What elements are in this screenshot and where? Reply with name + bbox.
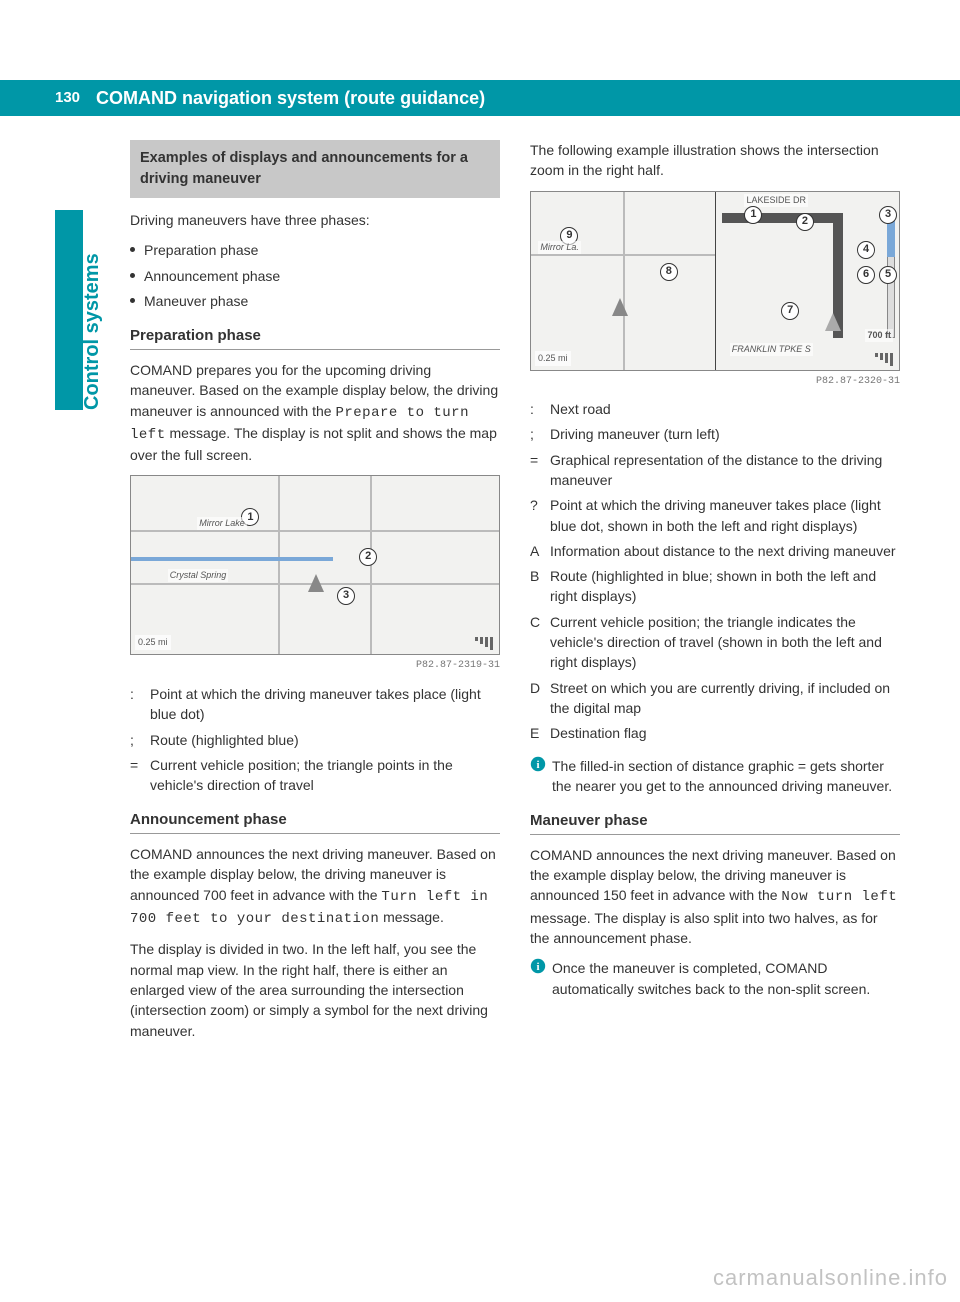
signal-bars-icon <box>875 353 893 366</box>
info-note-2: i Once the maneuver is completed, COMAND… <box>530 958 900 999</box>
fig2-road-bottom: FRANKLIN TPKE S <box>730 343 813 356</box>
fig1-scale: 0.25 mi <box>135 635 171 650</box>
callout-text: Point at which the driving maneuver take… <box>150 684 500 725</box>
fig1-caption: P82.87-2319-31 <box>130 659 500 674</box>
callout-num: : <box>530 399 550 419</box>
callout-item: ?Point at which the driving maneuver tak… <box>530 495 900 536</box>
column-right: The following example illustration shows… <box>530 140 900 1242</box>
header-bar: 130 COMAND navigation system (route guid… <box>0 80 960 116</box>
fig1-callout-list: :Point at which the driving maneuver tak… <box>130 684 500 795</box>
callout-text: Graphical representation of the distance… <box>550 450 900 491</box>
callout-item: =Graphical representation of the distanc… <box>530 450 900 491</box>
col2-intro: The following example illustration shows… <box>530 140 900 181</box>
signal-bars-icon <box>475 637 493 650</box>
fig2-scale: 0.25 mi <box>535 351 571 366</box>
phase-bullet: Maneuver phase <box>130 291 500 311</box>
rule <box>530 834 900 835</box>
callout-num: ; <box>130 730 150 750</box>
announce-p1-after: message. <box>379 909 444 925</box>
callout-num: : <box>130 684 150 725</box>
intro-line: Driving maneuvers have three phases: <box>130 210 500 230</box>
callout-num: ? <box>530 495 550 536</box>
prep-heading: Preparation phase <box>130 325 500 347</box>
callout-item: :Point at which the driving maneuver tak… <box>130 684 500 725</box>
maneuver-after: message. The display is also split into … <box>530 910 878 946</box>
fig2-callout-list: :Next road ;Driving maneuver (turn left)… <box>530 399 900 743</box>
phase-bullet-list: Preparation phase Announcement phase Man… <box>130 240 500 311</box>
callout-num: = <box>130 755 150 796</box>
column-left: Examples of displays and announcements f… <box>130 140 500 1242</box>
section-title-box: Examples of displays and announcements f… <box>130 140 500 198</box>
callout-text: Route (highlighted in blue; shown in bot… <box>550 566 900 607</box>
announce-p1: COMAND announces the next driving maneuv… <box>130 844 500 929</box>
callout-text: Current vehicle position; the triangle p… <box>150 755 500 796</box>
callout-item: :Next road <box>530 399 900 419</box>
callout-item: CCurrent vehicle position; the triangle … <box>530 612 900 673</box>
page-number: 130 <box>0 87 88 109</box>
fig2-dist: 700 ft <box>865 329 893 342</box>
callout-text: Point at which the driving maneuver take… <box>550 495 900 536</box>
announce-p2: The display is divided in two. In the le… <box>130 939 500 1040</box>
callout-text: Current vehicle position; the triangle i… <box>550 612 900 673</box>
fig2-road-top: LAKESIDE DR <box>744 194 808 207</box>
callout-item: BRoute (highlighted in blue; shown in bo… <box>530 566 900 607</box>
callout-num: B <box>530 566 550 607</box>
callout-item: EDestination flag <box>530 723 900 743</box>
maneuver-mono: Now turn left <box>781 889 897 905</box>
info-icon: i <box>530 958 552 976</box>
callout-item: DStreet on which you are currently drivi… <box>530 678 900 719</box>
info-item: i The filled-in section of distance grap… <box>530 756 900 797</box>
callout-text: Information about distance to the next d… <box>550 541 900 561</box>
callout-num: ; <box>530 424 550 444</box>
info-text: Once the maneuver is completed, COMAND a… <box>552 958 900 999</box>
callout-num: = <box>530 450 550 491</box>
maneuver-paragraph: COMAND announces the next driving maneuv… <box>530 845 900 948</box>
info-icon: i <box>530 756 552 774</box>
callout-num: E <box>530 723 550 743</box>
callout-item: ;Route (highlighted blue) <box>130 730 500 750</box>
side-label: Control systems <box>78 253 107 410</box>
callout-item: =Current vehicle position; the triangle … <box>130 755 500 796</box>
callout-text: Driving maneuver (turn left) <box>550 424 900 444</box>
callout-text: Next road <box>550 399 900 419</box>
callout-item: ;Driving maneuver (turn left) <box>530 424 900 444</box>
info-item: i Once the maneuver is completed, COMAND… <box>530 958 900 999</box>
info-note-1: i The filled-in section of distance grap… <box>530 756 900 797</box>
announce-heading: Announcement phase <box>130 809 500 831</box>
callout-num: C <box>530 612 550 673</box>
callout-text: Route (highlighted blue) <box>150 730 500 750</box>
callout-text: Destination flag <box>550 723 900 743</box>
callout-text: Street on which you are currently drivin… <box>550 678 900 719</box>
callout-num: D <box>530 678 550 719</box>
phase-bullet: Preparation phase <box>130 240 500 260</box>
header-title: COMAND navigation system (route guidance… <box>88 85 485 111</box>
info-text: The filled-in section of distance graphi… <box>552 756 900 797</box>
rule <box>130 349 500 350</box>
svg-text:i: i <box>536 961 539 973</box>
figure-announce-map: 8 9 Mirror La. LAKESIDE DR 1 2 3 4 5 6 7… <box>530 191 900 371</box>
prep-paragraph: COMAND prepares you for the upcoming dri… <box>130 360 500 465</box>
callout-num: A <box>530 541 550 561</box>
phase-bullet: Announcement phase <box>130 266 500 286</box>
svg-text:i: i <box>536 759 539 771</box>
content-area: Examples of displays and announcements f… <box>130 140 900 1242</box>
callout-item: AInformation about distance to the next … <box>530 541 900 561</box>
watermark: carmanualsonline.info <box>713 1262 948 1294</box>
fig2-caption: P82.87-2320-31 <box>530 375 900 390</box>
prep-text-after: message. The display is not split and sh… <box>130 425 497 463</box>
rule <box>130 833 500 834</box>
figure-prep-map: 1 2 3 Mirror Lake Crystal Spring 0.25 mi <box>130 475 500 655</box>
maneuver-heading: Maneuver phase <box>530 810 900 832</box>
